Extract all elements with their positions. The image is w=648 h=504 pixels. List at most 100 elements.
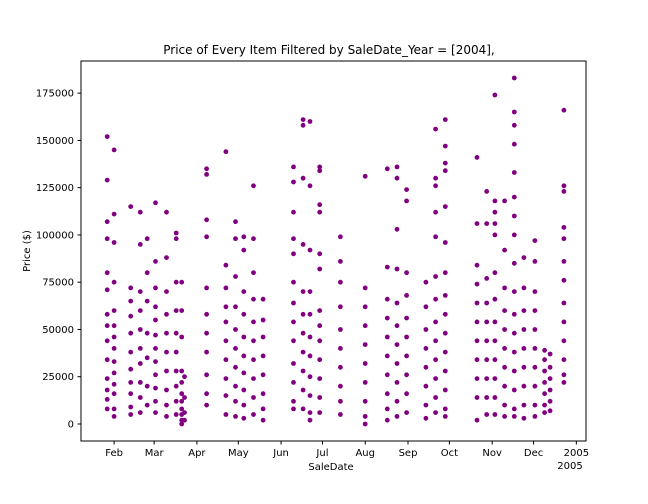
data-point bbox=[137, 289, 143, 294]
data-point bbox=[223, 376, 229, 381]
data-point bbox=[532, 289, 538, 294]
data-point bbox=[338, 364, 343, 370]
data-point bbox=[511, 387, 517, 393]
data-point bbox=[532, 327, 538, 332]
data-point bbox=[104, 236, 110, 242]
y-tick-label: 175000 bbox=[36, 89, 74, 100]
data-point bbox=[492, 232, 498, 238]
data-point bbox=[394, 380, 400, 385]
data-point bbox=[204, 234, 210, 240]
data-point bbox=[433, 126, 438, 132]
data-point bbox=[241, 387, 247, 393]
x-tick-label: Jul bbox=[315, 448, 328, 459]
data-point bbox=[338, 234, 343, 240]
data-point bbox=[300, 242, 306, 247]
data-point bbox=[433, 234, 438, 240]
data-point bbox=[433, 319, 438, 325]
data-point bbox=[423, 383, 429, 389]
data-point bbox=[204, 372, 210, 378]
data-point bbox=[442, 143, 448, 149]
data-point bbox=[362, 285, 368, 291]
data-point bbox=[307, 289, 313, 294]
data-point bbox=[404, 198, 409, 204]
data-point bbox=[164, 289, 169, 294]
data-point bbox=[561, 259, 567, 264]
data-point bbox=[179, 406, 185, 412]
data-point bbox=[442, 311, 448, 317]
data-point bbox=[423, 346, 429, 351]
data-point bbox=[173, 279, 179, 285]
data-point bbox=[291, 164, 296, 170]
data-point bbox=[474, 300, 480, 306]
data-point bbox=[394, 342, 400, 347]
data-point bbox=[111, 323, 117, 329]
data-point bbox=[307, 247, 313, 253]
data-point bbox=[511, 368, 517, 374]
data-point bbox=[104, 134, 110, 140]
data-point bbox=[542, 410, 547, 415]
data-point bbox=[384, 417, 390, 423]
data-point bbox=[241, 370, 247, 376]
data-point bbox=[433, 175, 438, 181]
data-point bbox=[144, 402, 150, 408]
data-point bbox=[223, 262, 229, 268]
data-point bbox=[532, 238, 538, 244]
data-point bbox=[404, 187, 409, 193]
data-point bbox=[164, 311, 169, 317]
data-point bbox=[561, 357, 567, 363]
data-point bbox=[179, 421, 185, 427]
data-point bbox=[307, 374, 313, 380]
data-point bbox=[260, 391, 266, 397]
data-point bbox=[317, 209, 323, 215]
data-point bbox=[128, 204, 134, 210]
data-point bbox=[404, 293, 409, 298]
data-point bbox=[433, 209, 438, 215]
data-point bbox=[291, 236, 296, 242]
data-point bbox=[442, 160, 448, 166]
x-tick-label: May bbox=[228, 448, 249, 459]
data-point bbox=[153, 359, 158, 364]
data-point bbox=[137, 308, 143, 313]
data-point bbox=[251, 357, 256, 363]
data-point bbox=[317, 202, 323, 208]
data-point bbox=[384, 315, 390, 321]
data-point bbox=[511, 141, 517, 147]
data-point bbox=[233, 398, 238, 404]
data-point bbox=[241, 353, 247, 359]
data-point bbox=[561, 380, 567, 385]
data-point bbox=[128, 313, 134, 319]
x-axis-offset-label: 2005 bbox=[557, 461, 582, 472]
data-point bbox=[223, 357, 229, 363]
data-point bbox=[404, 270, 409, 276]
data-point bbox=[144, 270, 150, 276]
data-point bbox=[338, 279, 343, 285]
data-point bbox=[502, 247, 507, 253]
data-point bbox=[291, 251, 296, 257]
x-tick-label: Jun bbox=[272, 448, 289, 459]
data-point bbox=[251, 296, 256, 302]
data-point bbox=[338, 412, 343, 417]
data-point bbox=[153, 200, 158, 206]
data-point bbox=[511, 260, 517, 266]
data-point bbox=[307, 393, 313, 398]
data-point bbox=[144, 236, 150, 242]
data-point bbox=[128, 380, 134, 385]
data-point bbox=[492, 270, 498, 276]
data-point bbox=[153, 304, 158, 310]
data-point bbox=[241, 334, 247, 340]
data-point bbox=[317, 410, 323, 415]
data-point bbox=[300, 368, 306, 374]
data-point bbox=[317, 338, 323, 344]
data-point bbox=[338, 398, 343, 404]
data-point bbox=[153, 317, 158, 323]
data-point bbox=[423, 402, 429, 408]
data-point bbox=[179, 308, 185, 313]
data-point bbox=[492, 221, 498, 227]
data-point bbox=[104, 287, 110, 293]
data-point bbox=[492, 319, 498, 325]
data-point bbox=[204, 285, 210, 291]
data-point bbox=[433, 376, 438, 381]
data-point bbox=[521, 402, 527, 408]
data-point bbox=[394, 175, 400, 181]
x-tick-label: Oct bbox=[441, 448, 458, 459]
